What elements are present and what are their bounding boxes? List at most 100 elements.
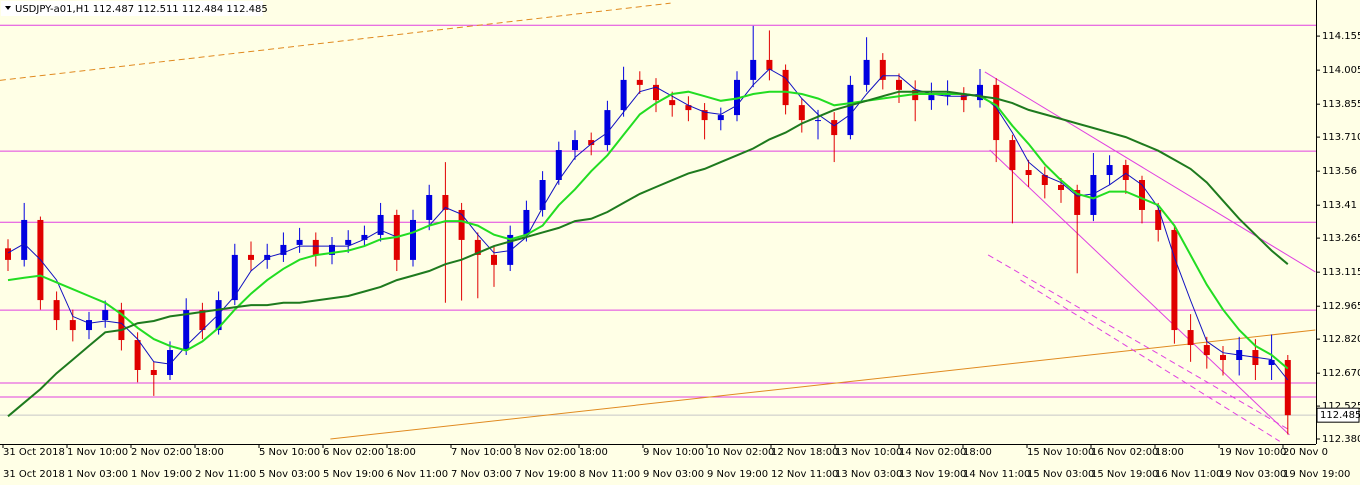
x-tick-label: 15 Nov 10:00 (1027, 447, 1094, 458)
candle-body (296, 239, 303, 245)
candle-body (86, 320, 92, 331)
x-tick-label: 19 Nov 19:00 (1283, 469, 1350, 480)
candle-body (5, 248, 11, 260)
x-tick-label: 9 Nov 19:00 (707, 469, 768, 480)
x-tick-label: 20 Nov 0 (1283, 447, 1328, 458)
candle-body (183, 310, 190, 351)
candle-body (653, 84, 659, 101)
y-tick-label: 112.820 (1322, 334, 1360, 345)
x-tick-label: 10 Nov 02:00 (707, 447, 774, 458)
x-tick-label: 12 Nov 18:00 (771, 447, 838, 458)
candle-body (523, 209, 530, 235)
candle-body (491, 254, 497, 265)
x-tick-label: 19 Nov 10:00 (1219, 447, 1286, 458)
candle-body (863, 59, 870, 85)
candle-body (555, 150, 562, 181)
x-tick-label: 12 Nov 11:00 (771, 469, 838, 480)
x-tick-label: 6 Nov 02:00 (323, 447, 384, 458)
candle-body (53, 300, 60, 321)
candle-body (798, 105, 805, 121)
x-tick-label: 8 Nov 11:00 (579, 469, 640, 480)
x-tick-label: 1 Nov 03:00 (67, 469, 128, 480)
x-tick-label: 18:00 (387, 447, 416, 458)
candle-body (1122, 165, 1129, 181)
x-tick-label: 31 Oct 2018 (3, 469, 65, 480)
x-tick-label: 31 Oct 2018 (3, 447, 65, 458)
candle-body (604, 110, 611, 146)
candle-body (782, 69, 789, 106)
candle-body (928, 95, 935, 101)
candle-body (701, 110, 708, 121)
y-tick-label: 112.525 (1322, 401, 1360, 412)
candle-body (620, 79, 627, 111)
candle-body (1009, 140, 1016, 171)
candle-body (685, 105, 692, 111)
y-tick-label: 112.670 (1322, 368, 1360, 379)
candle-body (993, 84, 1000, 141)
plot-area (0, 2, 1316, 442)
price-label-box (1316, 407, 1360, 423)
y-tick-label: 114.005 (1322, 65, 1360, 76)
x-tick-label: 18:00 (1155, 447, 1184, 458)
x-tick-label: 13 Nov 03:00 (835, 469, 902, 480)
header-box (1, 1, 263, 16)
candle-body (474, 239, 481, 255)
candle-body (1268, 360, 1275, 366)
candle-body (1074, 189, 1081, 215)
x-tick-label: 16 Nov 02:00 (1091, 447, 1158, 458)
x-tick-label: 19 Nov 03:00 (1219, 469, 1286, 480)
candle-body (977, 84, 983, 101)
candle-body (896, 79, 902, 90)
candle-body (1220, 355, 1226, 361)
header-icon (5, 6, 11, 10)
x-tick-label: 5 Nov 03:00 (259, 469, 320, 480)
candle-body (1025, 170, 1032, 176)
candle-body (312, 239, 319, 255)
candle-body (944, 95, 951, 97)
candle-body (231, 254, 238, 301)
candle-body (215, 300, 222, 331)
header: USDJPY-a01,H1 112.487 112.511 112.484 11… (15, 4, 268, 15)
x-tick-label: 13 Nov 19:00 (899, 469, 966, 480)
candle-body (1187, 330, 1194, 346)
candle-body (960, 95, 967, 101)
candle-body (150, 370, 157, 375)
y-tick-label: 113.265 (1322, 233, 1360, 244)
x-tick-label: 14 Nov 02:00 (899, 447, 966, 458)
y-tick-label: 112.380 (1322, 434, 1360, 445)
candle-body (280, 244, 287, 255)
candle-body (426, 194, 433, 220)
y-tick-label: 113.855 (1322, 99, 1360, 110)
candle-body (361, 234, 368, 240)
x-tick-label: 15 Nov 19:00 (1091, 469, 1158, 480)
candle-body (750, 59, 757, 80)
x-tick-label: 2 Nov 02:00 (131, 447, 192, 458)
candle-body (442, 194, 449, 210)
candle-body (572, 140, 578, 151)
candle-body (1106, 165, 1113, 176)
price-label: 112.485 (1320, 410, 1360, 421)
x-tick-label: 5 Nov 10:00 (259, 447, 320, 458)
candle-body (847, 84, 854, 136)
candle-body (134, 340, 141, 370)
x-tick-label: 7 Nov 03:00 (451, 469, 512, 480)
y-tick-label: 112.965 (1322, 301, 1360, 312)
candle-body (1090, 175, 1097, 215)
x-tick-label: 1 Nov 19:00 (131, 469, 192, 480)
candle-body (345, 239, 352, 245)
x-tick-label: 1 Nov 10:00 (67, 447, 128, 458)
x-tick-label: 2 Nov 11:00 (195, 469, 256, 480)
candle-body (69, 320, 76, 331)
x-tick-label: 7 Nov 19:00 (515, 469, 576, 480)
x-tick-label: 16 Nov 11:00 (1155, 469, 1222, 480)
y-tick-label: 113.115 (1322, 267, 1360, 278)
candle-body (410, 219, 416, 260)
x-tick-label: 18:00 (579, 447, 608, 458)
candle-body (717, 115, 724, 121)
x-tick-label: 5 Nov 19:00 (323, 469, 384, 480)
symbol: USDJPY-a01,H1 (15, 4, 90, 15)
candle-body (1155, 209, 1162, 230)
trend-line (330, 329, 1316, 440)
